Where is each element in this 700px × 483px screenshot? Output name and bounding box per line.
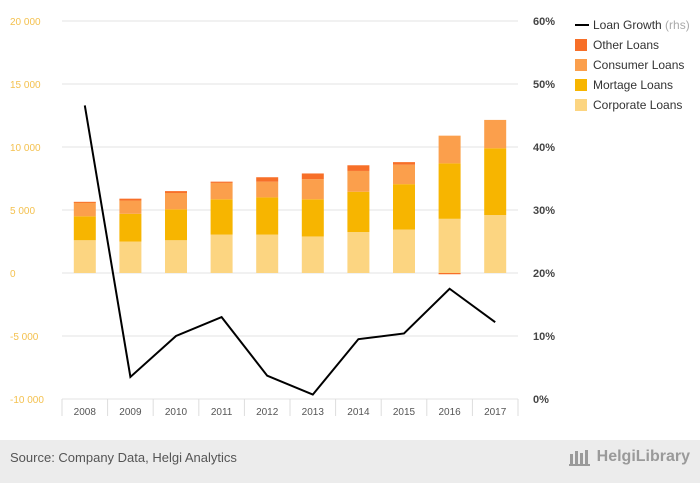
loan-growth-polyline (83, 105, 496, 396)
legend-label-mortage-loans: Mortage Loans (593, 78, 673, 92)
bar-corporate-loans-2016 (438, 218, 461, 273)
x-axis-tick-label: 2008 (74, 407, 97, 418)
left-axis-tick-label: 10 000 (10, 143, 41, 154)
bar-consumer-loans-2012 (256, 181, 279, 198)
bar-other-loans-2010 (165, 191, 187, 193)
legend-label-loan-growth: Loan Growth (rhs) (593, 18, 690, 32)
source-text: Source: Company Data, Helgi Analytics (10, 450, 237, 465)
bar-other-loans-2011 (210, 181, 233, 183)
left-axis-tick-label: 15 000 (10, 80, 41, 91)
bar-mortage-loans-2014 (347, 191, 370, 233)
right-axis-tick-label: 30% (533, 205, 555, 217)
bar-corporate-loans-2015 (393, 229, 415, 273)
chart: 20 000 15 000 10 000 5 000 0 -5 000 -10 000 60%… (10, 16, 690, 418)
bar-other-loans-2013 (301, 173, 324, 180)
right-axis-tick-label: 40% (533, 142, 555, 154)
bar-mortage-loans-2016 (438, 163, 461, 219)
x-axis-tick-label: 2013 (302, 407, 325, 418)
bar-other-loans-2014 (347, 165, 370, 171)
legend-suffix: (rhs) (662, 18, 690, 32)
bar-consumer-loans-2014 (347, 170, 370, 192)
bar-mortage-loans-2009 (119, 213, 142, 242)
bar-consumer-loans-2009 (119, 200, 142, 214)
bar-mortage-loans-2017 (484, 148, 507, 216)
axes: 20 000 15 000 10 000 5 000 0 -5 000 -10 000 60%… (10, 16, 555, 418)
bar-other-loans-2012 (256, 177, 279, 182)
bar-other-loans-2009 (119, 198, 142, 201)
bar-corporate-loans-2009 (119, 241, 142, 273)
bar-mortage-loans-2013 (301, 199, 324, 237)
bar-other-loans-2015 (393, 162, 415, 165)
legend: Loan Growth (rhs) Other Loans Consumer Loa… (575, 18, 690, 112)
bar-consumer-loans-2010 (165, 192, 187, 210)
x-axis-tick-label: 2009 (119, 407, 142, 418)
left-axis-tick-label: -5 000 (10, 332, 39, 343)
bar-corporate-loans-2011 (210, 234, 233, 273)
library-icon (568, 450, 590, 466)
bar-corporate-loans-2008 (73, 240, 96, 273)
bar-consumer-loans-2011 (210, 182, 233, 200)
bar-other-loans-2016 (438, 273, 461, 275)
legend-label-consumer-loans: Consumer Loans (593, 58, 684, 72)
left-axis-tick-label: 0 (10, 269, 16, 280)
footer: Source: Company Data, Helgi Analytics He… (0, 440, 700, 483)
left-axis-tick-label: 20 000 (10, 17, 41, 28)
legend-label-corporate-loans: Corporate Loans (593, 98, 682, 112)
bar-mortage-loans-2008 (73, 216, 96, 241)
right-axis-tick-label: 0% (533, 394, 549, 406)
bar-consumer-loans-2008 (73, 202, 96, 217)
legend-swatch-mortage-loans (575, 79, 587, 91)
bars (73, 119, 507, 275)
left-axis-tick-label: -10 000 (10, 395, 44, 406)
x-axis-tick-label: 2014 (347, 407, 370, 418)
x-axis-tick-label: 2011 (211, 407, 233, 418)
bar-other-loans-2008 (73, 201, 96, 203)
x-axis-tick-label: 2015 (393, 407, 416, 418)
bar-corporate-loans-2017 (484, 215, 507, 273)
left-axis-tick-label: 5 000 (10, 206, 35, 217)
bar-corporate-loans-2010 (165, 240, 187, 273)
bar-corporate-loans-2012 (256, 234, 279, 273)
x-axis-tick-label: 2012 (256, 407, 279, 418)
bar-consumer-loans-2015 (393, 164, 415, 185)
x-axis-tick-label: 2016 (438, 407, 461, 418)
bar-mortage-loans-2010 (165, 209, 187, 241)
brand-name: HelgiLibrary (596, 448, 690, 465)
bar-consumer-loans-2017 (484, 119, 507, 149)
right-axis-tick-label: 60% (533, 16, 555, 28)
bar-consumer-loans-2013 (301, 179, 324, 200)
legend-swatch-other-loans (575, 39, 587, 51)
loan-growth-line (83, 105, 496, 396)
right-axis-tick-label: 10% (533, 331, 555, 343)
x-axis-tick-label: 2017 (484, 407, 507, 418)
bar-mortage-loans-2015 (393, 184, 415, 230)
brand-logo: HelgiLibrary (568, 448, 690, 466)
x-axis-tick-label: 2010 (165, 407, 188, 418)
right-axis-tick-label: 50% (533, 79, 555, 91)
bar-mortage-loans-2012 (256, 197, 279, 235)
legend-label-other-loans: Other Loans (593, 38, 659, 52)
bar-corporate-loans-2013 (301, 236, 324, 273)
bar-corporate-loans-2014 (347, 232, 370, 273)
bar-mortage-loans-2011 (210, 199, 233, 235)
right-axis-tick-label: 20% (533, 268, 555, 280)
legend-swatch-corporate-loans (575, 99, 587, 111)
bar-consumer-loans-2016 (438, 135, 461, 164)
legend-swatch-consumer-loans (575, 59, 587, 71)
